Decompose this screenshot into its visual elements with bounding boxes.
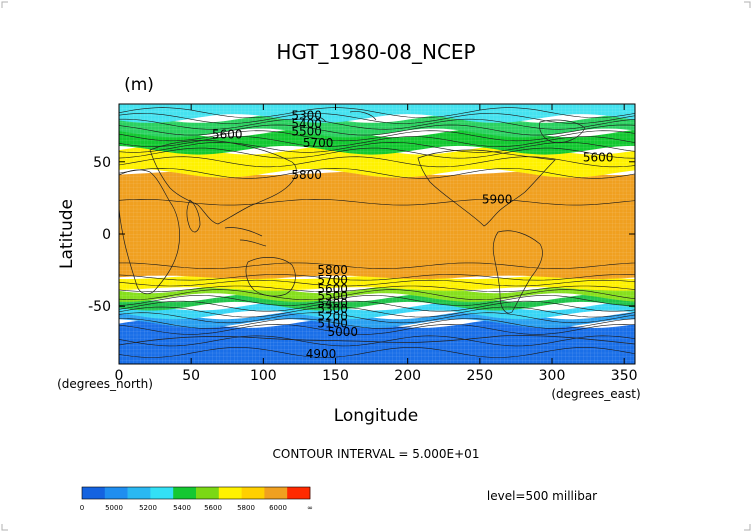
colorbar-swatch bbox=[196, 487, 220, 499]
x-tick-label: 300 bbox=[539, 368, 566, 384]
coastline-outline bbox=[119, 111, 635, 346]
contour-interval-text: CONTOUR INTERVAL = 5.000E+01 bbox=[273, 447, 480, 461]
x-tick-label: 50 bbox=[182, 368, 200, 384]
contour-label: 5700 bbox=[303, 136, 334, 150]
colorbar-label: 6000 bbox=[269, 504, 287, 512]
colorbar-swatch bbox=[264, 487, 288, 499]
contour-label: 5800 bbox=[317, 263, 348, 277]
colorbar-label: 5800 bbox=[237, 504, 255, 512]
level-text: level=500 millibar bbox=[487, 489, 597, 503]
contour-line bbox=[119, 318, 635, 329]
contour-line bbox=[119, 300, 635, 312]
contour-label: 5500 bbox=[291, 124, 322, 138]
contour-line bbox=[119, 323, 635, 335]
x-axis-units: (degrees_east) bbox=[551, 387, 640, 401]
contour-label: 5000 bbox=[327, 325, 358, 339]
contour-line bbox=[119, 118, 635, 130]
y-tick-label: -50 bbox=[88, 299, 111, 315]
colorbar-label: 5000 bbox=[105, 504, 123, 512]
colorbar-swatch bbox=[287, 487, 311, 499]
colorbar-swatch bbox=[173, 487, 197, 499]
contour-line bbox=[119, 107, 635, 119]
contour-line bbox=[119, 279, 635, 287]
y-axis: -50 0 50 bbox=[88, 155, 635, 315]
contour-label: 5300 bbox=[291, 109, 322, 123]
units-label: (m) bbox=[124, 75, 154, 95]
contour-label: 5600 bbox=[317, 282, 348, 296]
contour-label: 5200 bbox=[317, 309, 348, 323]
plot-area: 5300540055005600570056005800590058005700… bbox=[118, 103, 636, 365]
contour-line bbox=[119, 147, 635, 159]
x-axis-label: Longitude bbox=[334, 406, 419, 426]
contour-line bbox=[119, 124, 635, 136]
contour-label: 5400 bbox=[317, 296, 348, 310]
y-tick-label: 50 bbox=[93, 155, 111, 171]
contour-line bbox=[119, 262, 635, 269]
colorbar-label: 5600 bbox=[204, 504, 222, 512]
contour-line bbox=[119, 295, 635, 306]
contour-label: 5600 bbox=[583, 150, 614, 164]
contour-label: 5600 bbox=[212, 127, 243, 141]
y-tick-label: 0 bbox=[102, 227, 111, 243]
colorbar-swatch bbox=[150, 487, 174, 499]
contour-line bbox=[119, 167, 635, 179]
contour-label: 4900 bbox=[306, 347, 337, 361]
y-axis-units: (degrees_north) bbox=[57, 377, 153, 391]
chart-title: HGT_1980-08_NCEP bbox=[276, 40, 475, 64]
colorbar-swatch bbox=[82, 487, 106, 499]
colorbar: 0 5000 5200 5400 5600 5800 6000 ∞ bbox=[80, 486, 313, 512]
x-tick-label: 350 bbox=[611, 368, 638, 384]
x-tick-label: 200 bbox=[394, 368, 421, 384]
contour-lines bbox=[119, 107, 635, 358]
colorbar-frame bbox=[81, 486, 311, 500]
contour-label: 5100 bbox=[317, 317, 348, 331]
contour-line bbox=[119, 198, 635, 206]
contour-line bbox=[119, 274, 635, 281]
contour-line bbox=[119, 306, 635, 318]
contour-line bbox=[119, 289, 635, 301]
x-tick-label: 100 bbox=[250, 368, 277, 384]
contour-line bbox=[119, 113, 635, 124]
contour-line bbox=[119, 312, 635, 324]
contour-line bbox=[119, 335, 635, 347]
x-tick-label: 0 bbox=[115, 368, 124, 384]
colorbar-label: ∞ bbox=[307, 504, 313, 512]
contour-label: 5900 bbox=[482, 192, 513, 206]
colorbar-swatch bbox=[127, 487, 151, 499]
contour-line bbox=[119, 130, 635, 142]
contour-line bbox=[119, 285, 635, 293]
contour-label: 5700 bbox=[317, 273, 348, 287]
colorbar-label: 0 bbox=[80, 504, 84, 512]
colorbar-label: 5400 bbox=[173, 504, 191, 512]
x-tick-label: 250 bbox=[466, 368, 493, 384]
contour-label: 5400 bbox=[291, 117, 322, 131]
contour-label: 5800 bbox=[291, 168, 322, 182]
colorbar-swatch bbox=[218, 487, 242, 499]
x-axis: 0 50 100 150 200 250 300 350 bbox=[115, 104, 638, 384]
contour-line bbox=[119, 156, 635, 168]
contour-label: 5300 bbox=[317, 302, 348, 316]
colorbar-label: 5200 bbox=[139, 504, 157, 512]
contour-line bbox=[119, 347, 635, 358]
y-axis-label: Latitude bbox=[57, 199, 77, 269]
colorbar-swatch bbox=[241, 487, 265, 499]
x-tick-label: 150 bbox=[322, 368, 349, 384]
contour-labels: 5300540055005600570056005800590058005700… bbox=[212, 109, 613, 361]
colorbar-swatch bbox=[104, 487, 128, 499]
contour-label: 5500 bbox=[317, 289, 348, 303]
